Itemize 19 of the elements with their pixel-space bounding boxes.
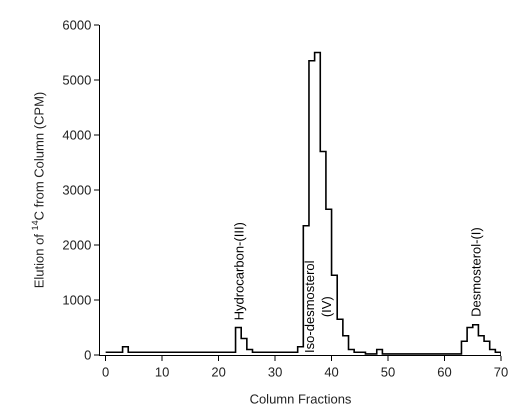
y-tick-label: 2000 xyxy=(62,238,92,253)
y-tick-label: 6000 xyxy=(62,18,92,33)
x-tick-label: 70 xyxy=(494,364,508,380)
x-tick-label: 20 xyxy=(211,364,226,380)
y-tick-label: 3000 xyxy=(62,182,92,198)
x-tick-label: 60 xyxy=(437,364,452,380)
y-tick-label: 4000 xyxy=(62,128,92,143)
annotation: Iso-desmosterol (IV) xyxy=(302,260,334,353)
x-tick-label: 0 xyxy=(102,364,110,380)
y-tick-label: 0 xyxy=(84,348,92,363)
y-tick-label: 1000 xyxy=(62,292,92,308)
x-axis-title: Column Fractions xyxy=(250,391,352,406)
x-tick-label: 10 xyxy=(154,364,170,380)
x-tick-label: 50 xyxy=(380,364,396,380)
annotation: Hydrocarbon-(III) xyxy=(231,222,246,320)
x-tick-label: 30 xyxy=(268,364,282,380)
x-tick-label: 40 xyxy=(324,364,339,380)
y-tick-label: 5000 xyxy=(62,72,92,88)
annotation: Desmosterol-(I) xyxy=(468,227,484,317)
